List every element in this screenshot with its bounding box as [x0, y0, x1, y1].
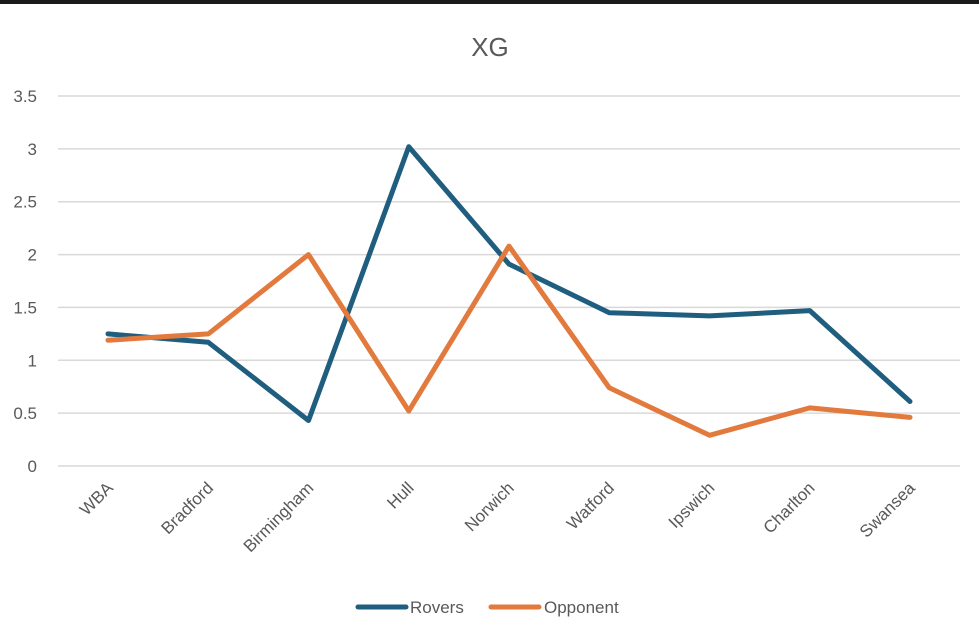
- x-tick-label: Swansea: [856, 478, 919, 541]
- x-tick-label: Bradford: [158, 478, 218, 538]
- chart-title: XG: [471, 32, 509, 62]
- y-tick-label: 1.5: [13, 298, 37, 317]
- y-tick-label: 1: [28, 351, 37, 370]
- y-tick-label: 2.5: [13, 193, 37, 212]
- y-tick-label: 0: [28, 457, 37, 476]
- x-tick-label: Charlton: [760, 478, 819, 537]
- y-tick-label: 0.5: [13, 404, 37, 423]
- y-axis-ticks: 0 0.5 1 1.5 2 2.5 3 3.5: [13, 87, 37, 476]
- gridlines: [58, 95, 960, 467]
- x-tick-label: Watford: [563, 478, 618, 533]
- legend-label-rovers: Rovers: [410, 598, 464, 617]
- y-tick-label: 3: [28, 140, 37, 159]
- y-tick-label: 3.5: [13, 87, 37, 106]
- legend-label-opponent: Opponent: [544, 598, 619, 617]
- x-axis-ticks: WBA Bradford Birmingham Hull Norwich Watford I…: [76, 478, 919, 556]
- xg-line-chart: XG 0 0.5 1 1.5 2 2.5 3 3.5 WBA Bradford Birmingha…: [13, 32, 960, 617]
- series-line-rovers: [105, 144, 913, 423]
- x-tick-label: Hull: [383, 478, 417, 512]
- x-tick-label: WBA: [76, 478, 117, 519]
- y-tick-label: 2: [28, 246, 37, 265]
- series-lines: [105, 144, 913, 438]
- series-line-opponent: [105, 243, 913, 438]
- x-tick-label: Birmingham: [240, 478, 318, 556]
- legend: Rovers Opponent: [355, 598, 619, 617]
- x-tick-label: Ipswich: [665, 478, 719, 532]
- x-tick-label: Norwich: [461, 478, 518, 535]
